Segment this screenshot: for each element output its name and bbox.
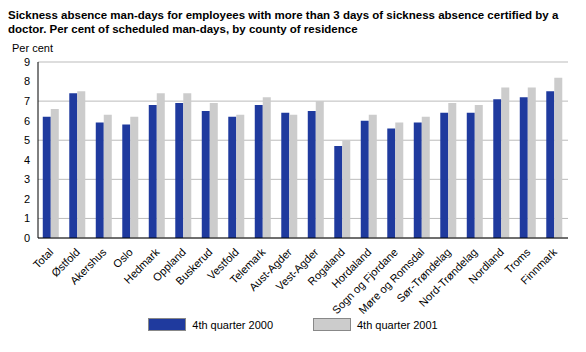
svg-text:Nord-Trøndelag: Nord-Trøndelag: [416, 245, 480, 309]
svg-text:0: 0: [24, 232, 30, 244]
svg-text:Rogaland: Rogaland: [305, 245, 347, 288]
svg-text:Telemark: Telemark: [227, 245, 268, 286]
svg-text:Aust-Agder: Aust-Agder: [246, 245, 294, 294]
svg-text:Oppland: Oppland: [150, 245, 188, 284]
svg-text:Oslo: Oslo: [110, 245, 135, 271]
svg-text:5: 5: [24, 134, 30, 146]
svg-text:Hordaland: Hordaland: [329, 245, 374, 291]
html-text:4th quarter 2001: 4th quarter 2001: [357, 318, 438, 331]
svg-text:Nordland: Nordland: [466, 246, 506, 286]
svg-text:8: 8: [24, 75, 30, 87]
svg-text:9: 9: [24, 56, 30, 68]
svg-text:Vestfold: Vestfold: [204, 245, 241, 282]
svg-text:Buskerud: Buskerud: [173, 246, 214, 287]
svg-text:Hedmark: Hedmark: [121, 245, 162, 286]
svg-text:2: 2: [24, 193, 30, 205]
svg-text:Troms: Troms: [502, 245, 533, 276]
html-text:4th quarter 2000: 4th quarter 2000: [192, 318, 273, 331]
html-text:Per cent: Per cent: [12, 42, 53, 54]
svg-text:Total: Total: [30, 245, 56, 271]
svg-text:Finnmark: Finnmark: [518, 245, 559, 286]
svg-text:1: 1: [24, 212, 30, 224]
html-text:Sickness absence man-days for: Sickness absence man-days for employees …: [8, 9, 559, 35]
svg-text:Akershus: Akershus: [68, 245, 109, 286]
svg-text:4: 4: [24, 154, 30, 166]
svg-text:6: 6: [24, 115, 30, 127]
svg-text:3: 3: [24, 173, 30, 185]
svg-text:Sør-Trøndelag: Sør-Trøndelag: [394, 245, 453, 305]
svg-text:7: 7: [24, 95, 30, 107]
svg-text:Vest-Agder: Vest-Agder: [273, 245, 321, 293]
svg-text:Østfold: Østfold: [48, 245, 82, 279]
